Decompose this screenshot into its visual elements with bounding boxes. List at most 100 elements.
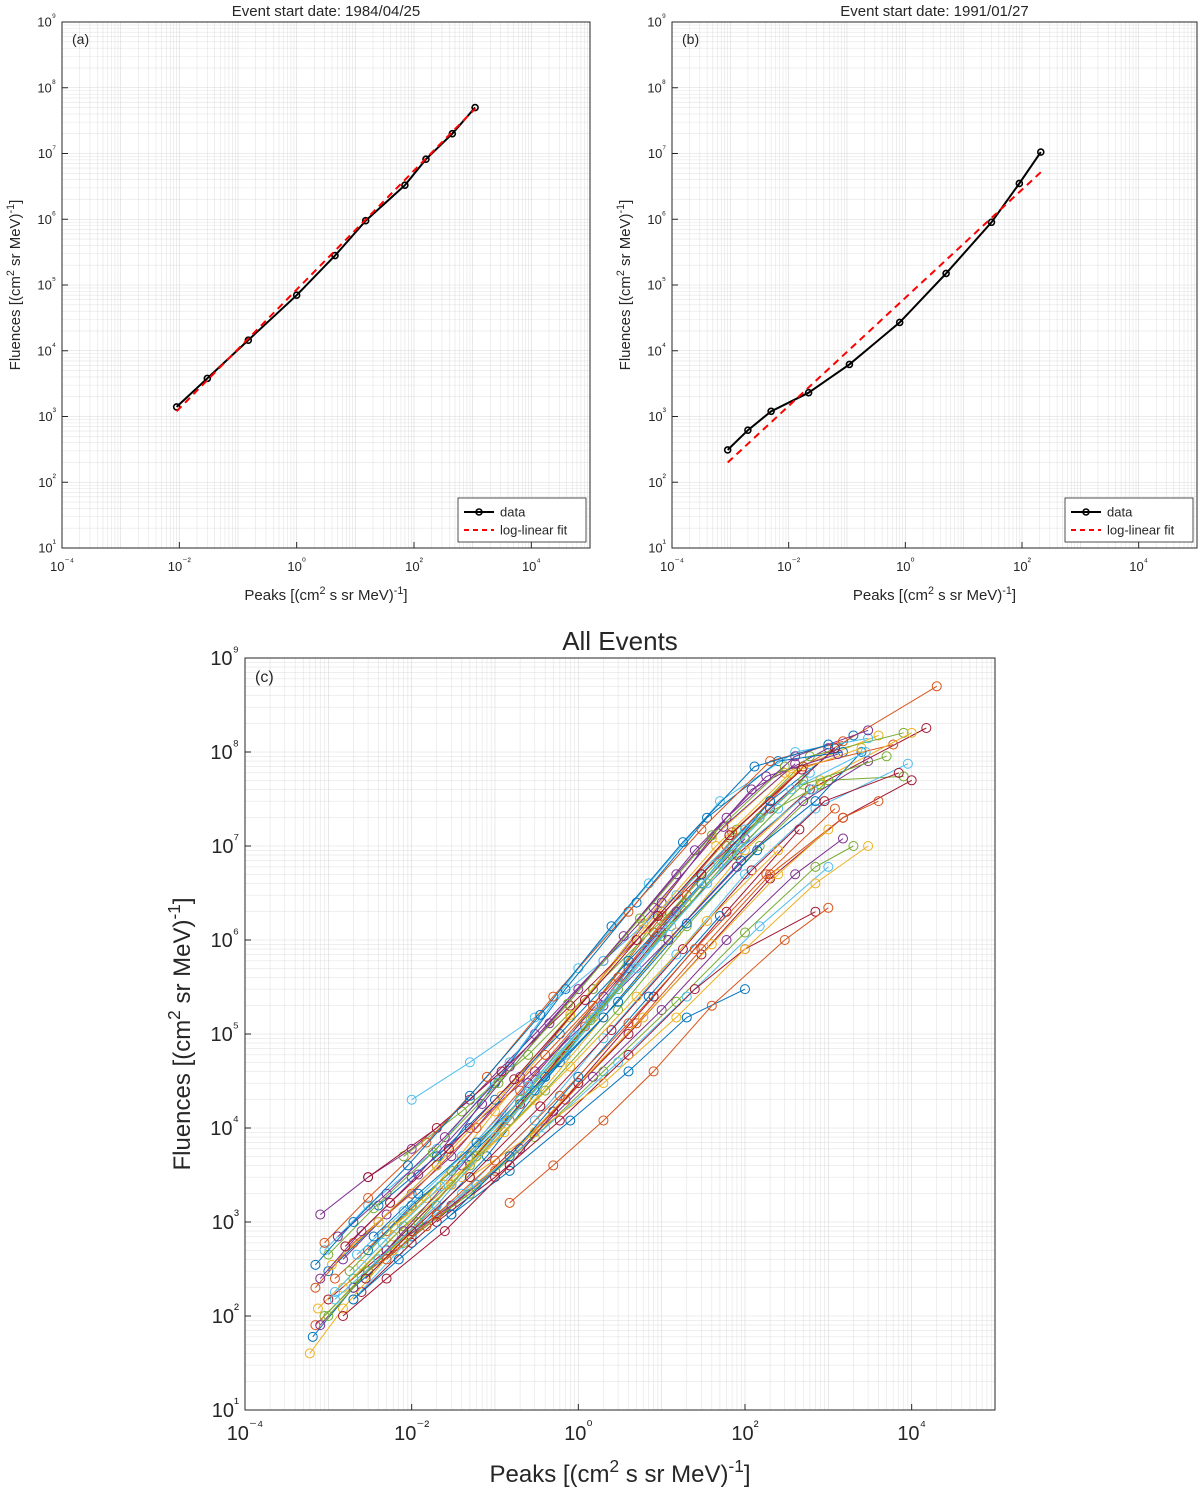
x-axis-label-c: Peaks [(cm2 s sr MeV)-1] (489, 1456, 750, 1488)
y-tick-label: 10⁹ (37, 13, 56, 30)
data-point-c (323, 1266, 334, 1277)
y-tick-label: 10⁶ (37, 210, 56, 227)
data-point-c (681, 921, 692, 932)
data-point-c (338, 1303, 349, 1314)
data-point-c (496, 1090, 507, 1101)
series-line-c-29 (315, 894, 688, 1289)
data-point-c (373, 1217, 384, 1227)
data-point-c (749, 761, 760, 772)
data-point-c (565, 1115, 576, 1126)
data-point-c (381, 1273, 392, 1284)
data-point-c (499, 1112, 510, 1123)
data-point-c (863, 725, 874, 736)
series-line-c-5 (324, 737, 869, 1251)
data-point-c (535, 1101, 546, 1112)
data-point-c (456, 1151, 467, 1162)
data-point-c (779, 935, 790, 945)
data-point-c (721, 935, 732, 945)
data-point-c (481, 1071, 492, 1082)
data-point-c (823, 739, 834, 750)
data-point-c (348, 1294, 359, 1305)
data-point-c (477, 1099, 488, 1110)
data-point-c (540, 1085, 551, 1096)
data-point-c (648, 1066, 659, 1077)
data-point-c (752, 845, 763, 856)
data-point-c (761, 771, 772, 782)
data-point-c (838, 833, 849, 844)
data-point-c (431, 1160, 442, 1171)
data-point-c (504, 1165, 515, 1176)
data-point-c (481, 1151, 492, 1162)
data-point-c (765, 869, 776, 880)
data-point-c (702, 915, 713, 926)
y-axis-label-a: Fluences [(cm2 sr MeV)-1] (5, 200, 24, 371)
grid-b (671, 22, 1197, 549)
data-point-c (351, 1249, 362, 1260)
chart-title-b: Event start date: 1991/01/27 (840, 3, 1028, 20)
data-point-c (439, 1132, 450, 1143)
grid-a (61, 22, 590, 549)
data-point-c (565, 1061, 576, 1072)
x-tick-label: 10⁴ (522, 557, 541, 574)
data-point-c (427, 1147, 438, 1158)
data-point-c (310, 1282, 321, 1293)
data-point-c (613, 996, 624, 1007)
series-line-c-17 (386, 838, 844, 1251)
data-point-c (689, 944, 700, 955)
data-point-c (446, 1209, 457, 1220)
data-point-c (631, 935, 642, 945)
data-point-c (681, 918, 692, 929)
data-point-c (554, 1115, 565, 1126)
data-point-c (456, 1106, 467, 1117)
data-point-c (490, 1155, 500, 1166)
data-point-c (323, 1311, 334, 1321)
data-point-c (598, 1115, 609, 1126)
data-point-c (790, 758, 801, 769)
y-axis-label-c: Fluences [(cm2 sr MeV)-1] (164, 897, 196, 1170)
data-point-c (623, 1066, 634, 1077)
y-tick-label: 10² (648, 473, 666, 490)
data-point-c (765, 803, 776, 814)
data-point-c (360, 1273, 371, 1284)
x-tick-label: 10⁻² (777, 557, 801, 574)
data-point-c (696, 944, 707, 955)
data-point-c (573, 1078, 584, 1089)
data-point-c (810, 878, 821, 889)
data-point-c (421, 1137, 432, 1148)
data-point-c (823, 861, 834, 872)
data-point-b (804, 388, 813, 397)
data-point-c (906, 775, 917, 786)
data-point-c (713, 858, 724, 869)
data-point-c (377, 1237, 388, 1248)
data-point-c (310, 1259, 321, 1270)
data-point-c (569, 1031, 580, 1042)
legend-marker (475, 508, 483, 516)
data-point-c (579, 994, 590, 1005)
data-point-c (504, 1151, 515, 1162)
x-tick-label: 10⁻² (168, 557, 192, 574)
data-point-c (315, 1273, 326, 1284)
data-point-c (677, 944, 688, 955)
y-tick-label: 10⁶ (647, 210, 666, 227)
data-point-b (942, 269, 950, 278)
data-point-c (565, 1009, 576, 1020)
data-point-c (594, 1002, 605, 1013)
data-point-c (702, 878, 713, 889)
legend-entry: log-linear fit (1107, 523, 1175, 538)
chart-title-c: All Events (562, 626, 678, 656)
data-point-c (656, 1005, 667, 1016)
data-point-c (727, 850, 738, 861)
data-point-c (509, 1074, 520, 1085)
data-point-c (863, 841, 874, 851)
data-point-c (363, 1245, 374, 1256)
data-point-c (562, 998, 573, 1009)
y-tick-label: 10⁴ (210, 1113, 239, 1140)
data-point-c (348, 1282, 359, 1293)
series-line-c-42 (373, 849, 758, 1237)
y-tick-label: 10⁸ (210, 737, 239, 764)
data-point-b (987, 218, 996, 227)
data-point-c (706, 939, 717, 950)
data-point-c (856, 747, 867, 757)
data-point-c (671, 869, 682, 880)
data-point-c (623, 1029, 634, 1039)
